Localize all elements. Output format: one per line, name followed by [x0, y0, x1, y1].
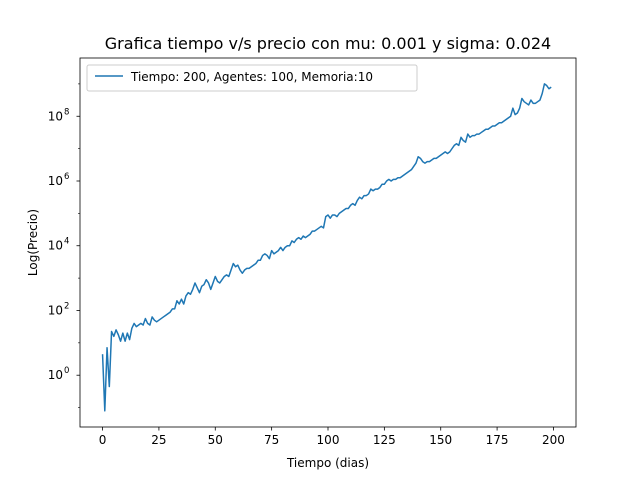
chart-title: Grafica tiempo v/s precio con mu: 0.001 … [105, 34, 551, 53]
x-tick-label: 200 [542, 433, 565, 447]
y-axis-label: Log(Precio) [26, 209, 40, 276]
plot-area [101, 83, 552, 412]
legend-box [86, 64, 418, 92]
y-tick-exponent: 8 [64, 107, 69, 117]
x-axis-label: Tiempo (dias) [286, 456, 369, 470]
legend-entry-label: Tiempo: 200, Agentes: 100, Memoria:10 [130, 70, 373, 84]
y-tick-label: 10 [48, 109, 63, 123]
y-tick-exponent: 2 [64, 301, 69, 311]
x-tick-label: 0 [99, 433, 107, 447]
x-tick-label: 75 [264, 433, 279, 447]
y-tick-label: 10 [48, 174, 63, 188]
x-tick-label: 175 [486, 433, 509, 447]
y-tick-label: 10 [48, 303, 63, 317]
x-tick-label: 50 [208, 433, 223, 447]
y-tick-exponent: 6 [64, 172, 69, 182]
series-line [101, 83, 552, 412]
y-tick-label: 10 [48, 239, 63, 253]
y-tick-label: 10 [48, 368, 63, 382]
y-tick-exponent: 4 [64, 237, 69, 247]
y-tick-exponent: 0 [64, 366, 69, 376]
x-tick-label: 150 [429, 433, 452, 447]
x-tick-label: 25 [151, 433, 166, 447]
x-tick-label: 100 [317, 433, 340, 447]
legend: Tiempo: 200, Agentes: 100, Memoria:10 [86, 64, 418, 92]
x-tick-label: 125 [373, 433, 396, 447]
x-axis-ticks: 0 25 50 75 100 125 150 175 200 [99, 427, 565, 447]
